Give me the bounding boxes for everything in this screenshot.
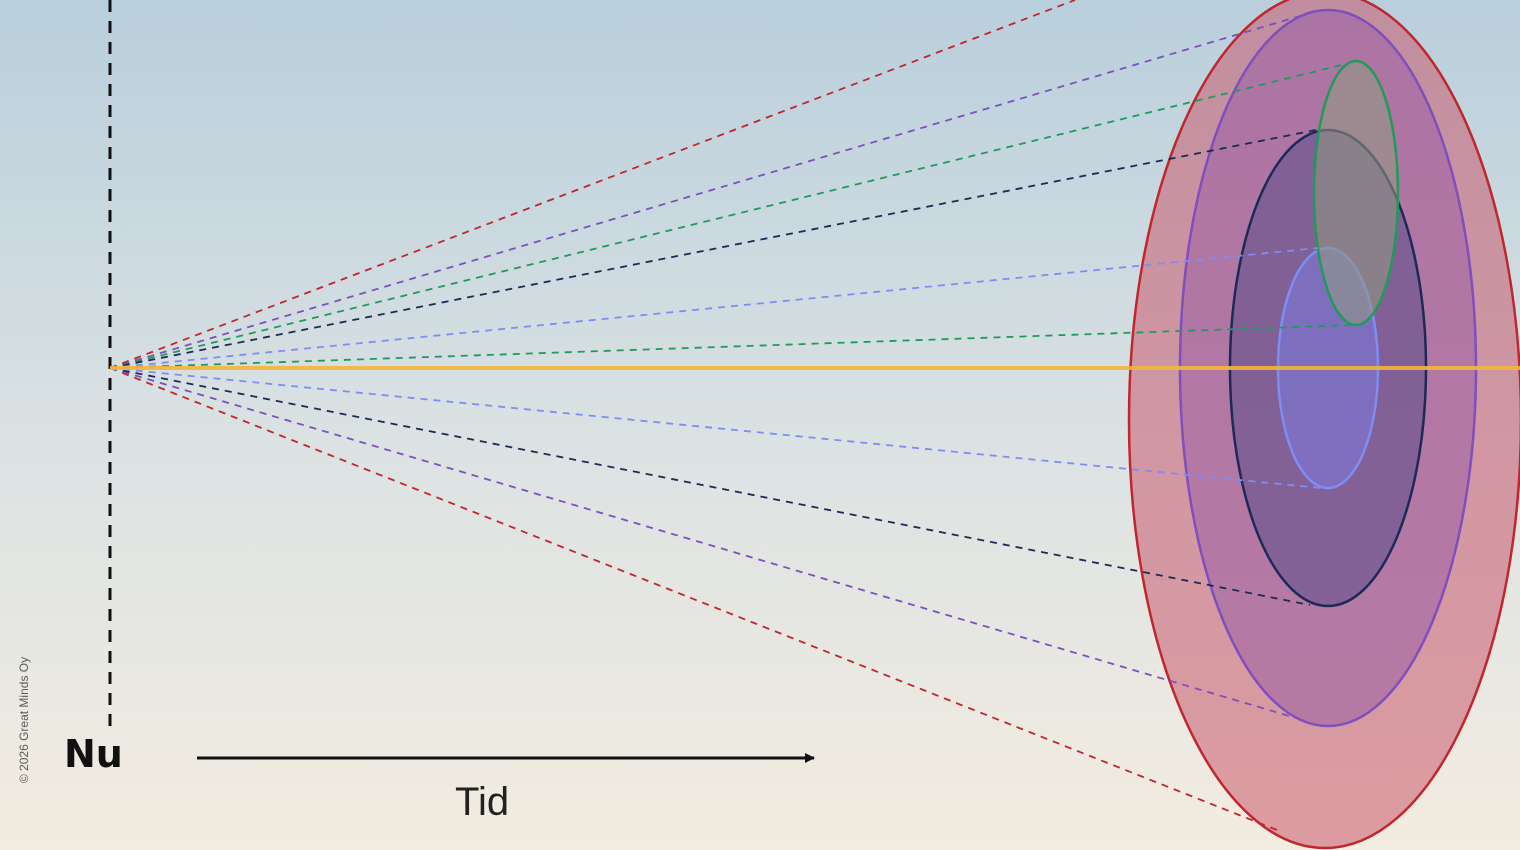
green-scenario-ellipse [1312,59,1400,327]
navy-ray-upper [109,129,1317,369]
now-label: Nu [64,732,123,776]
cone-rays [109,0,1356,833]
red-ray-lower [109,367,1283,833]
purple-ray-lower [109,367,1297,719]
red-ray-upper [109,0,1076,369]
navy-ray-lower [109,367,1311,606]
time-axis-label: Tid [455,780,510,824]
green-ray-upper [109,62,1351,369]
copyright-text: © 2026 Great Minds Oy [17,656,31,784]
